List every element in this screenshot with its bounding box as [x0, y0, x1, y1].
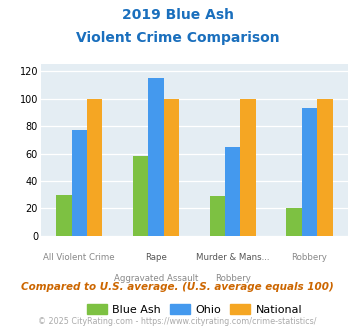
Text: © 2025 CityRating.com - https://www.cityrating.com/crime-statistics/: © 2025 CityRating.com - https://www.city…	[38, 317, 317, 326]
Bar	[133, 156, 148, 236]
Bar	[56, 195, 72, 236]
Legend: Blue Ash, Ohio, National: Blue Ash, Ohio, National	[82, 300, 307, 319]
Bar	[164, 99, 179, 236]
Text: Aggravated Assault: Aggravated Assault	[114, 274, 198, 283]
Text: 2019 Blue Ash: 2019 Blue Ash	[121, 8, 234, 22]
Bar	[317, 99, 333, 236]
Text: All Violent Crime: All Violent Crime	[43, 253, 115, 262]
Bar	[210, 196, 225, 236]
Bar	[286, 209, 302, 236]
Text: Murder & Mans...: Murder & Mans...	[196, 253, 269, 262]
Bar	[225, 147, 240, 236]
Text: Robbery: Robbery	[291, 253, 327, 262]
Bar	[302, 108, 317, 236]
Bar	[148, 78, 164, 236]
Bar	[87, 99, 102, 236]
Text: Compared to U.S. average. (U.S. average equals 100): Compared to U.S. average. (U.S. average …	[21, 282, 334, 292]
Bar	[240, 99, 256, 236]
Text: Violent Crime Comparison: Violent Crime Comparison	[76, 31, 279, 45]
Bar	[72, 130, 87, 236]
Text: Robbery: Robbery	[215, 274, 251, 283]
Text: Rape: Rape	[145, 253, 167, 262]
